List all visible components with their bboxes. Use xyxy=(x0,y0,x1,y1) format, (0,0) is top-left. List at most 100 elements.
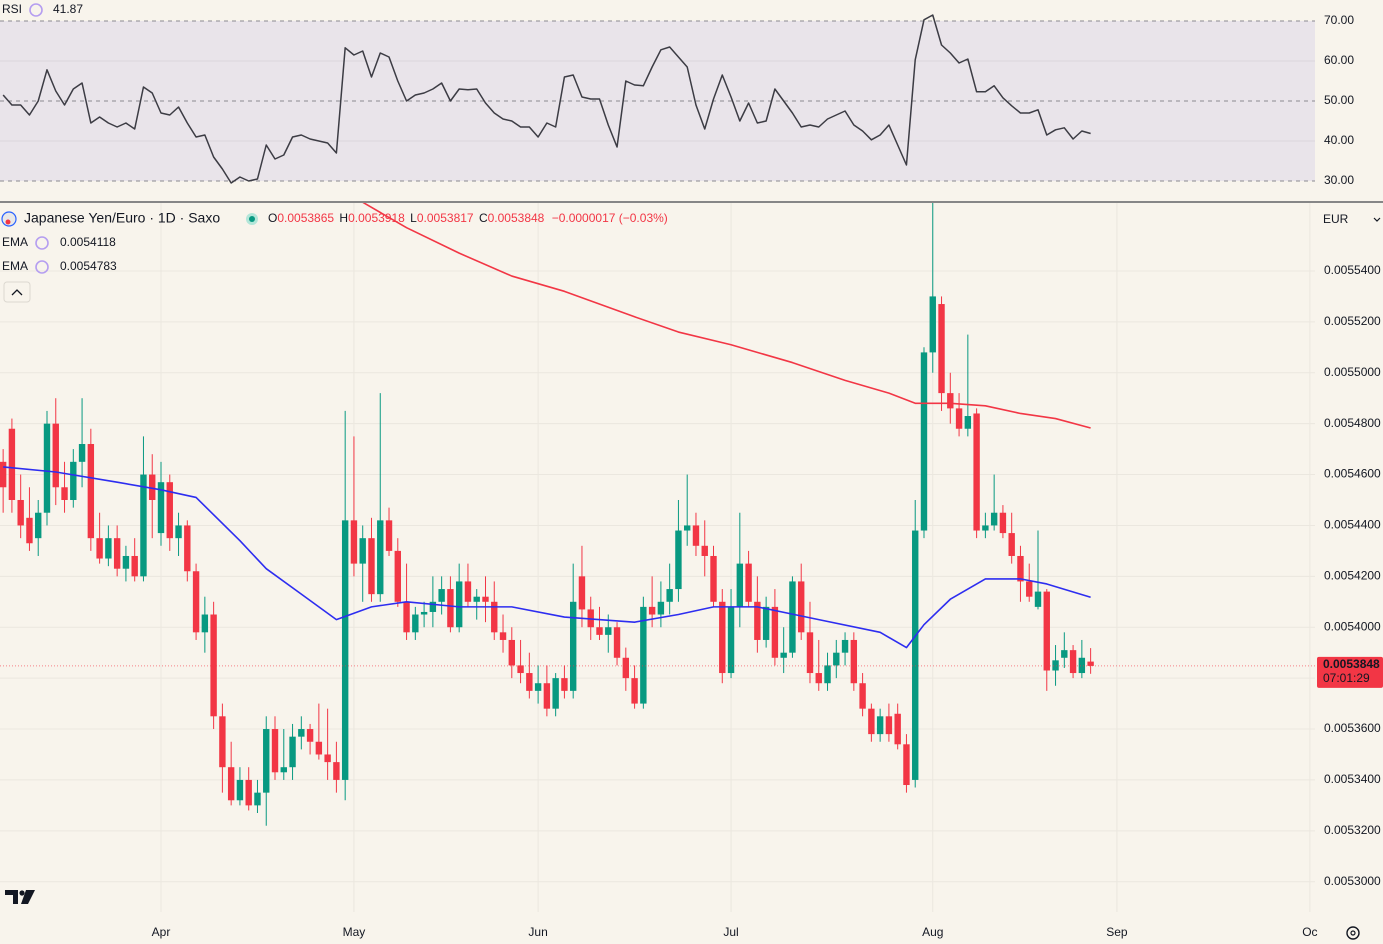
rsi-tick-label: 70.00 xyxy=(1324,13,1354,27)
candle-body xyxy=(359,538,366,564)
candle-body xyxy=(903,744,910,786)
y-tick-label: 0.0055400 xyxy=(1324,263,1381,277)
candle-body xyxy=(341,520,349,780)
candle-body xyxy=(824,665,831,684)
candle-body xyxy=(1017,555,1024,582)
candle-body xyxy=(622,657,630,679)
candle-body xyxy=(964,416,972,429)
price-grid xyxy=(0,203,1315,912)
y-tick-label: 0.0055000 xyxy=(1324,365,1381,379)
logo-part[interactable] xyxy=(19,890,25,896)
ohlc-value: 0.0053817 xyxy=(417,211,474,225)
candle-body xyxy=(754,601,761,640)
logo-part[interactable] xyxy=(5,890,18,904)
price-badge-value: 0.0053848 xyxy=(1323,657,1380,671)
candle-body xyxy=(78,444,86,462)
settings-button[interactable] xyxy=(1346,926,1360,940)
candle-body xyxy=(973,413,980,531)
candle-body xyxy=(438,589,445,602)
y-tick-label: 0.0054200 xyxy=(1324,569,1381,583)
y-tick-label: 0.0054600 xyxy=(1324,467,1381,481)
candle-body xyxy=(727,606,735,674)
candle-body xyxy=(491,601,498,633)
candle-body xyxy=(1078,657,1086,674)
candle-body xyxy=(96,538,103,559)
candle-body xyxy=(113,538,121,569)
ema-icon xyxy=(35,236,49,250)
ohlc-key: H xyxy=(339,211,348,225)
candle-body xyxy=(543,683,551,709)
y-tick-label: 0.0053600 xyxy=(1324,721,1381,735)
currency-dropdown[interactable]: EUR xyxy=(1316,207,1382,232)
candle-body xyxy=(149,474,156,500)
collapse-chevron[interactable] xyxy=(11,289,23,296)
currency-box[interactable] xyxy=(1316,207,1382,232)
candle-body xyxy=(61,487,68,500)
collapse-box[interactable] xyxy=(3,281,31,303)
candle-body xyxy=(350,520,358,564)
candle-body xyxy=(929,296,936,353)
candle-body xyxy=(666,589,673,602)
candle-body xyxy=(736,563,744,607)
candle-body xyxy=(1026,581,1033,597)
candle-body xyxy=(982,525,989,531)
candle-body xyxy=(377,520,384,595)
candle-body xyxy=(52,423,59,488)
flag-dot xyxy=(5,219,11,225)
candle-body xyxy=(157,482,165,534)
candle-body xyxy=(8,428,16,500)
y-tick-label: 0.0053000 xyxy=(1324,874,1381,888)
candle-body xyxy=(815,673,822,684)
currency-chevron[interactable] xyxy=(1373,217,1381,222)
candle-body xyxy=(482,596,489,602)
candle-body xyxy=(455,581,463,628)
candle-body xyxy=(368,538,375,595)
candle-body xyxy=(87,444,95,539)
candle-body xyxy=(1087,661,1094,666)
price-pane xyxy=(0,203,1315,826)
price-badge xyxy=(1317,656,1383,688)
tv-logo[interactable] xyxy=(5,890,35,904)
candle-body xyxy=(771,606,779,658)
candle-body xyxy=(473,596,480,602)
candle-body xyxy=(324,754,331,763)
candle-body xyxy=(657,601,665,615)
candle-body xyxy=(43,423,51,513)
candle-body xyxy=(403,601,410,633)
candle-body xyxy=(605,627,612,635)
price-badge-countdown: 07:01:29 xyxy=(1323,671,1370,685)
candle-body xyxy=(701,545,708,556)
candle-body xyxy=(885,716,893,735)
ohlc-value: 0.0053918 xyxy=(348,211,405,225)
candle-body xyxy=(271,729,279,773)
logo-part[interactable] xyxy=(21,890,35,904)
y-tick-label: 0.0055200 xyxy=(1324,314,1381,328)
gear[interactable] xyxy=(1346,926,1360,940)
candle-body xyxy=(280,767,287,773)
candle-body xyxy=(780,652,787,658)
ohlc-value: 0.0053848 xyxy=(488,211,545,225)
candle-body xyxy=(131,555,138,577)
collapse-button[interactable] xyxy=(3,281,31,303)
candle-body xyxy=(420,611,428,615)
x-tick-label: Sep xyxy=(1106,925,1128,939)
currency-label[interactable]: EUR xyxy=(1323,212,1349,226)
candle-body xyxy=(912,530,919,780)
candle-body xyxy=(999,512,1007,534)
candle-body xyxy=(990,512,998,526)
x-tick-label: May xyxy=(343,925,366,939)
candle-body xyxy=(35,512,42,539)
candle-body xyxy=(798,581,805,633)
x-tick-label: Apr xyxy=(152,925,171,939)
candle-body xyxy=(499,632,507,640)
candle-body xyxy=(175,525,182,539)
candle-body xyxy=(245,779,252,806)
gear-hub[interactable] xyxy=(1350,930,1356,936)
rsi-line xyxy=(2,14,1091,184)
candle-body xyxy=(166,482,173,539)
rsi-value: 41.87 xyxy=(53,2,83,16)
x-tick-label: Aug xyxy=(922,925,943,939)
candle-body xyxy=(122,555,130,569)
rsi-pane xyxy=(0,14,1315,184)
candle-body xyxy=(1069,650,1077,674)
